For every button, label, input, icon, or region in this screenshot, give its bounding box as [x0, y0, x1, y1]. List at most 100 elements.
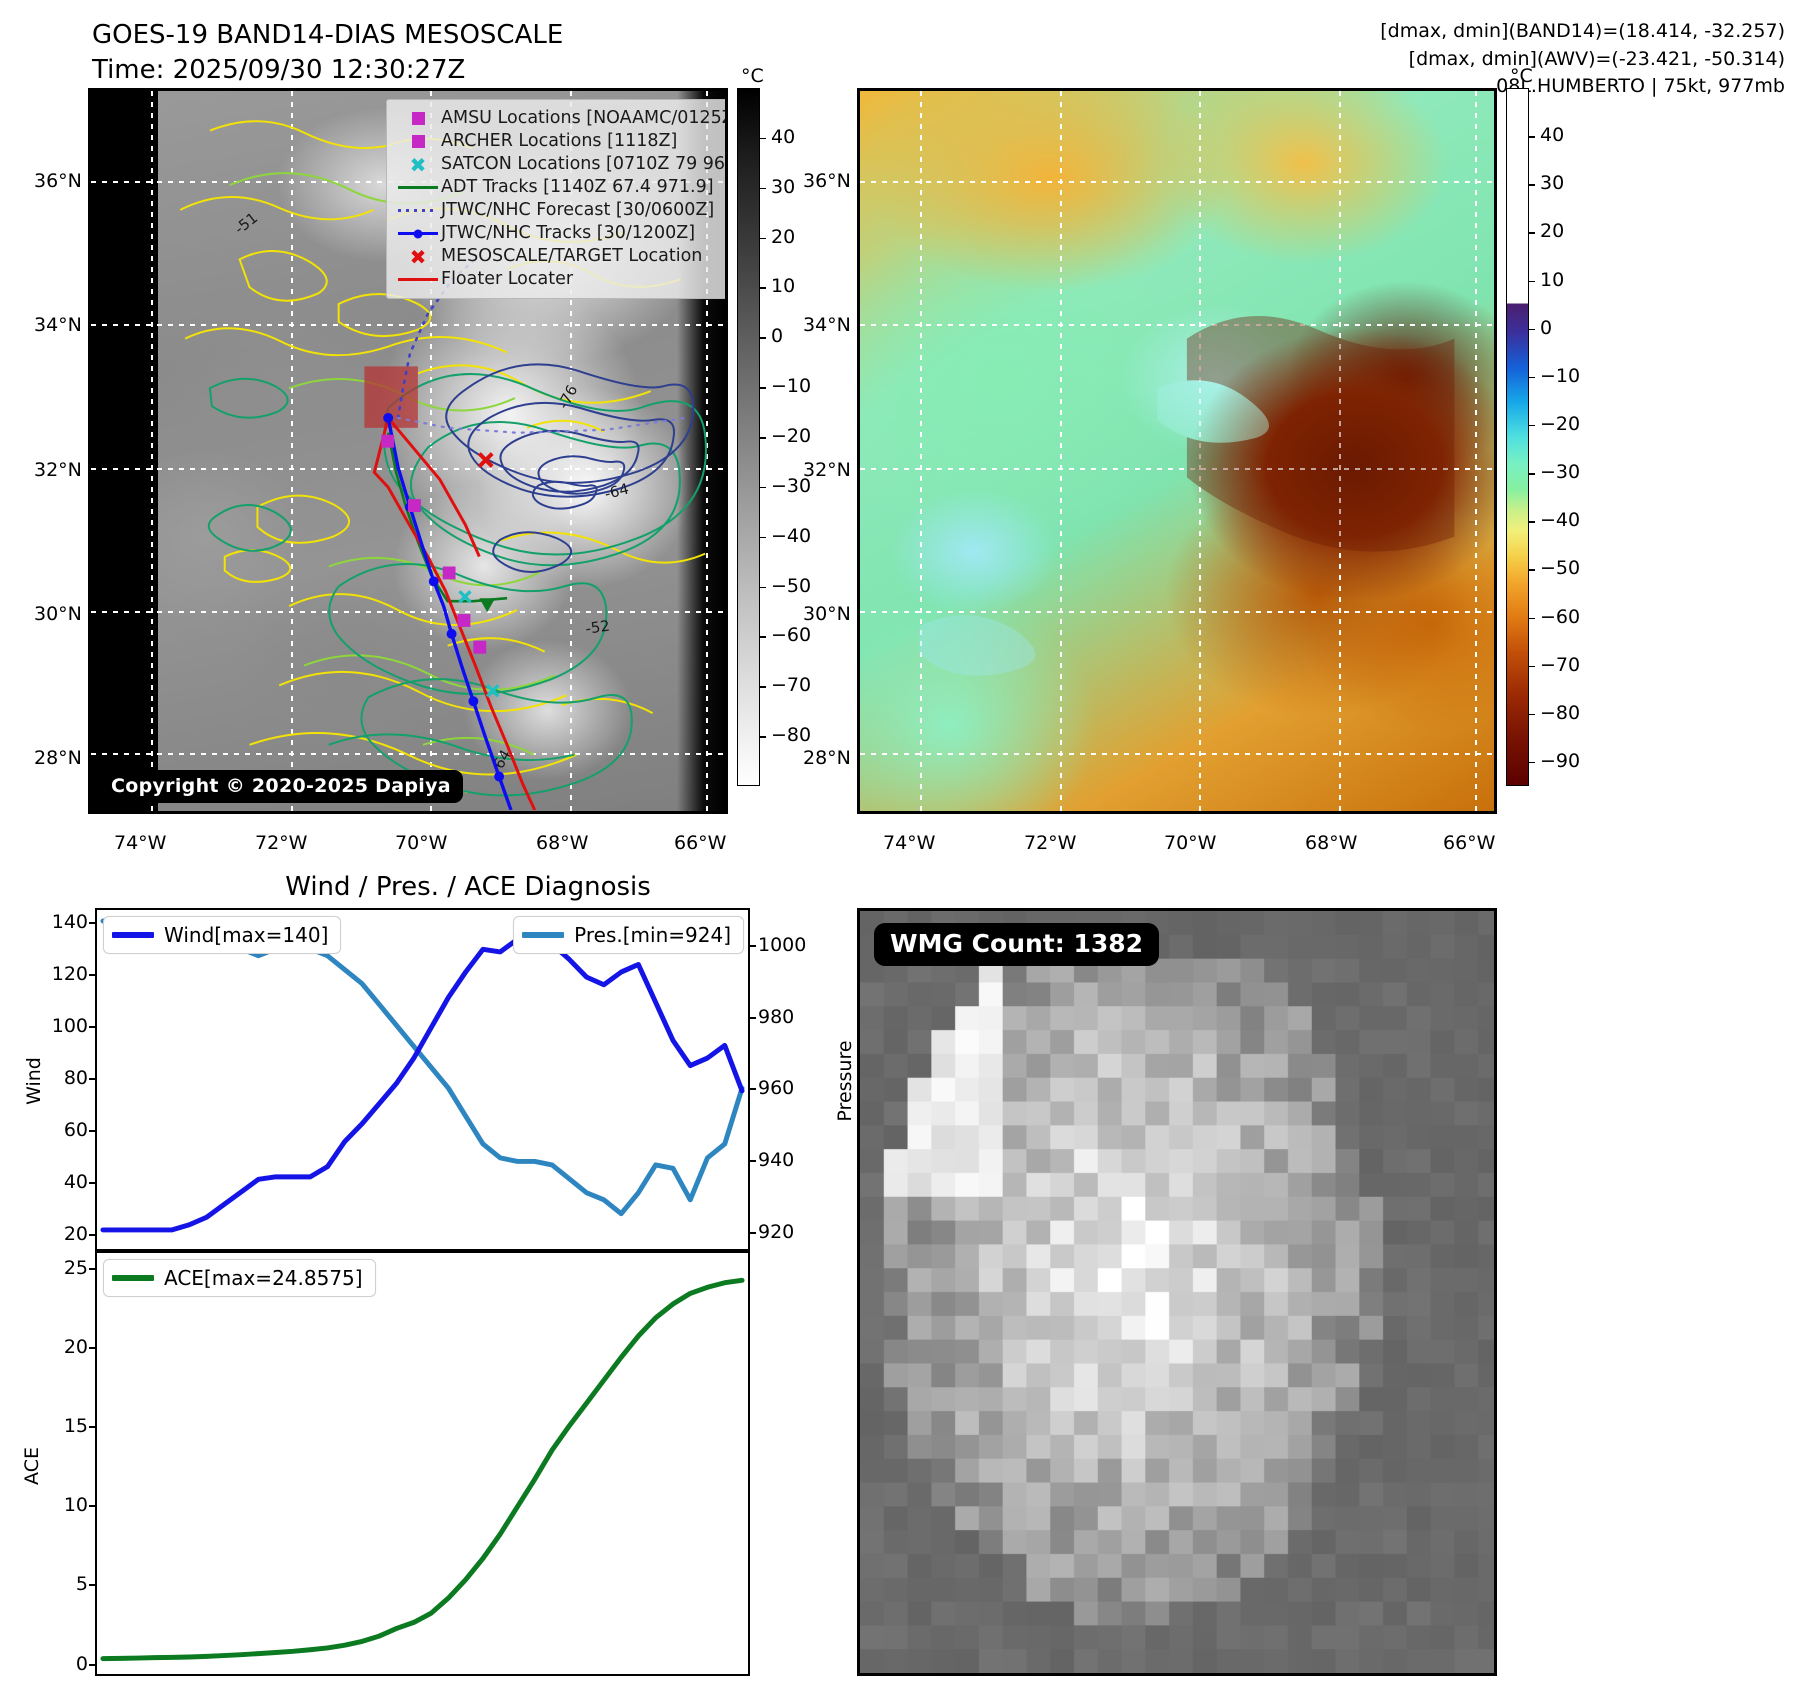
colorbar-tickmark [1529, 232, 1535, 234]
awv-gridline-lon-74 [920, 91, 923, 811]
panel2-colorbar-gradient [1506, 88, 1529, 786]
ace-legend[interactable]: ACE[max=24.8575] [103, 1259, 376, 1297]
axis-tick-label: 1000 [758, 933, 807, 956]
axis-tick-label: 20 [63, 1335, 88, 1358]
axis-tickmark [89, 1505, 96, 1508]
ace-legend-swatch [112, 1275, 154, 1281]
colorbar-tickmark [1529, 617, 1535, 620]
colorbar-tick-label: −70 [1540, 653, 1581, 676]
colorbar-tickmark [760, 137, 766, 140]
legend-label-amsu: AMSU Locations [NOAAMC/0125Z 91 968] [441, 107, 728, 128]
panel1-lat-label-32: 32°N [34, 459, 82, 481]
colorbar-tickmark [760, 187, 766, 190]
wind-legend-swatch [112, 932, 154, 938]
axis-tickmark [89, 1026, 96, 1029]
panel1-lon-label-68: 68°W [536, 832, 589, 854]
ir-mesoscale-image[interactable]: -76 -64 -52 -64 -51 [88, 88, 728, 814]
adt-current-marker [479, 598, 496, 613]
colorbar-tick-label: 10 [1540, 268, 1565, 291]
panel1-lon-label-74: 74°W [114, 832, 167, 854]
adt-line-icon [395, 186, 441, 189]
legend-label-adt: ADT Tracks [1140Z 67.4 971.9] [441, 176, 714, 197]
axis-tickmark [89, 1267, 96, 1270]
colorbar-tickmark [1529, 665, 1535, 668]
awv-gridline-lat-28 [860, 753, 1494, 756]
panel1-lon-label-72: 72°W [255, 832, 308, 854]
awv-image[interactable] [857, 88, 1497, 814]
gridline-lon-74 [151, 91, 154, 811]
awv-gridline-lat-36 [860, 181, 1494, 183]
colorbar-tick-label: −40 [771, 524, 812, 547]
legend-item-satcon: ✖ SATCON Locations [0710Z 79 965] [395, 153, 725, 176]
colorbar-tick-label: 0 [1540, 316, 1553, 339]
colorbar-tick-label: 10 [771, 275, 796, 298]
panel1-lat-label-28: 28°N [34, 747, 82, 769]
wind-legend[interactable]: Wind[max=140] [103, 916, 342, 954]
ace-legend-label: ACE[max=24.8575] [164, 1266, 363, 1290]
awv-gridline-lat-30 [860, 610, 1494, 613]
axis-tick-label: 60 [63, 1119, 88, 1142]
wind-pressure-chart[interactable]: Wind[max=140] Pres.[min=924] [95, 908, 750, 1251]
colorbar-tick-label: −40 [1540, 509, 1581, 532]
awv-gridline-lon-68 [1338, 91, 1341, 811]
axis-tickmark [89, 1584, 96, 1587]
axis-tick-label: 10 [63, 1494, 88, 1517]
wind-pressure-plot-area [100, 918, 745, 1233]
panel1-lat-label-34: 34°N [34, 314, 82, 336]
amsu-square-icon [395, 112, 441, 125]
panel2-colorbar: °C 40 30 20 10 0 −10 −20 −30 −40 −50 −60 −70 −80 −90 [1506, 60, 1626, 816]
colorbar-tickmark [760, 337, 766, 339]
ace-series-line [100, 1277, 745, 1662]
panel3-title: Wind / Pres. / ACE Diagnosis [285, 872, 651, 902]
axis-tickmark [89, 974, 96, 977]
legend-label-archer: ARCHER Locations [1118Z] [441, 130, 678, 151]
ace-chart[interactable]: ACE[max=24.8575] [95, 1251, 750, 1676]
colorbar-tick-label: −50 [771, 574, 812, 597]
wind-series-line [100, 924, 745, 1233]
floater-locater-track [372, 417, 537, 811]
axis-tickmark [749, 1016, 756, 1019]
panel2-lon-label-68: 68°W [1305, 832, 1358, 854]
axis-tickmark [749, 1088, 756, 1091]
mesoscale-target-marker [477, 452, 494, 468]
axis-tick-label: 20 [63, 1223, 88, 1246]
panel2-lat-label-34: 34°N [803, 314, 851, 336]
awv-gridline-lat-34 [860, 324, 1494, 327]
axis-tick-label: 940 [758, 1149, 795, 1172]
colorbar-tickmark [760, 586, 766, 589]
legend-label-forecast: JTWC/NHC Forecast [30/0600Z] [441, 199, 715, 220]
colorbar-tick-label: −90 [1540, 749, 1581, 772]
axis-tickmark [749, 944, 756, 947]
axis-tick-label: 0 [75, 1652, 88, 1675]
panel1-colorbar-gradient [737, 88, 760, 786]
panel1-title-line2: Time: 2025/09/30 12:30:27Z [92, 55, 466, 86]
panel2-colorbar-unit: °C [1510, 65, 1533, 87]
panel1-title-line1: GOES-19 BAND14-DIAS MESOSCALE [92, 20, 564, 50]
axis-tickmark [89, 1130, 96, 1133]
awv-texture-overlay [919, 316, 1455, 676]
ace-axis-label: ACE [21, 1447, 43, 1485]
colorbar-tickmark [1529, 473, 1535, 475]
panel2-lat-label-28: 28°N [803, 747, 851, 769]
axis-tick-label: 100 [51, 1015, 88, 1038]
colorbar-tick-label: −80 [1540, 701, 1581, 724]
axis-tickmark [89, 1078, 96, 1081]
ir-left-margin [91, 91, 158, 811]
colorbar-tickmark [1529, 184, 1535, 186]
panel1-lat-label-30: 30°N [34, 603, 82, 625]
floater-locater-branch [387, 416, 481, 558]
axis-tick-label: 120 [51, 963, 88, 986]
amsu-archer-locations [381, 434, 487, 654]
axis-tickmark [89, 922, 96, 924]
colorbar-tick-label: −30 [771, 474, 812, 497]
panel1-lon-label-66: 66°W [674, 832, 727, 854]
axis-tick-label: 5 [75, 1573, 88, 1596]
gridline-lat-32 [91, 467, 725, 470]
pressure-legend[interactable]: Pres.[min=924] [513, 916, 744, 954]
gridline-lat-34 [91, 324, 725, 327]
pressure-series-line [100, 918, 745, 1217]
wmg-image[interactable]: WMG Count: 1382 [857, 908, 1497, 1676]
colorbar-tick-label: 30 [1540, 172, 1565, 195]
colorbar-tick-label: 0 [771, 325, 784, 348]
legend-label-mesoscale: MESOSCALE/TARGET Location [441, 245, 703, 266]
